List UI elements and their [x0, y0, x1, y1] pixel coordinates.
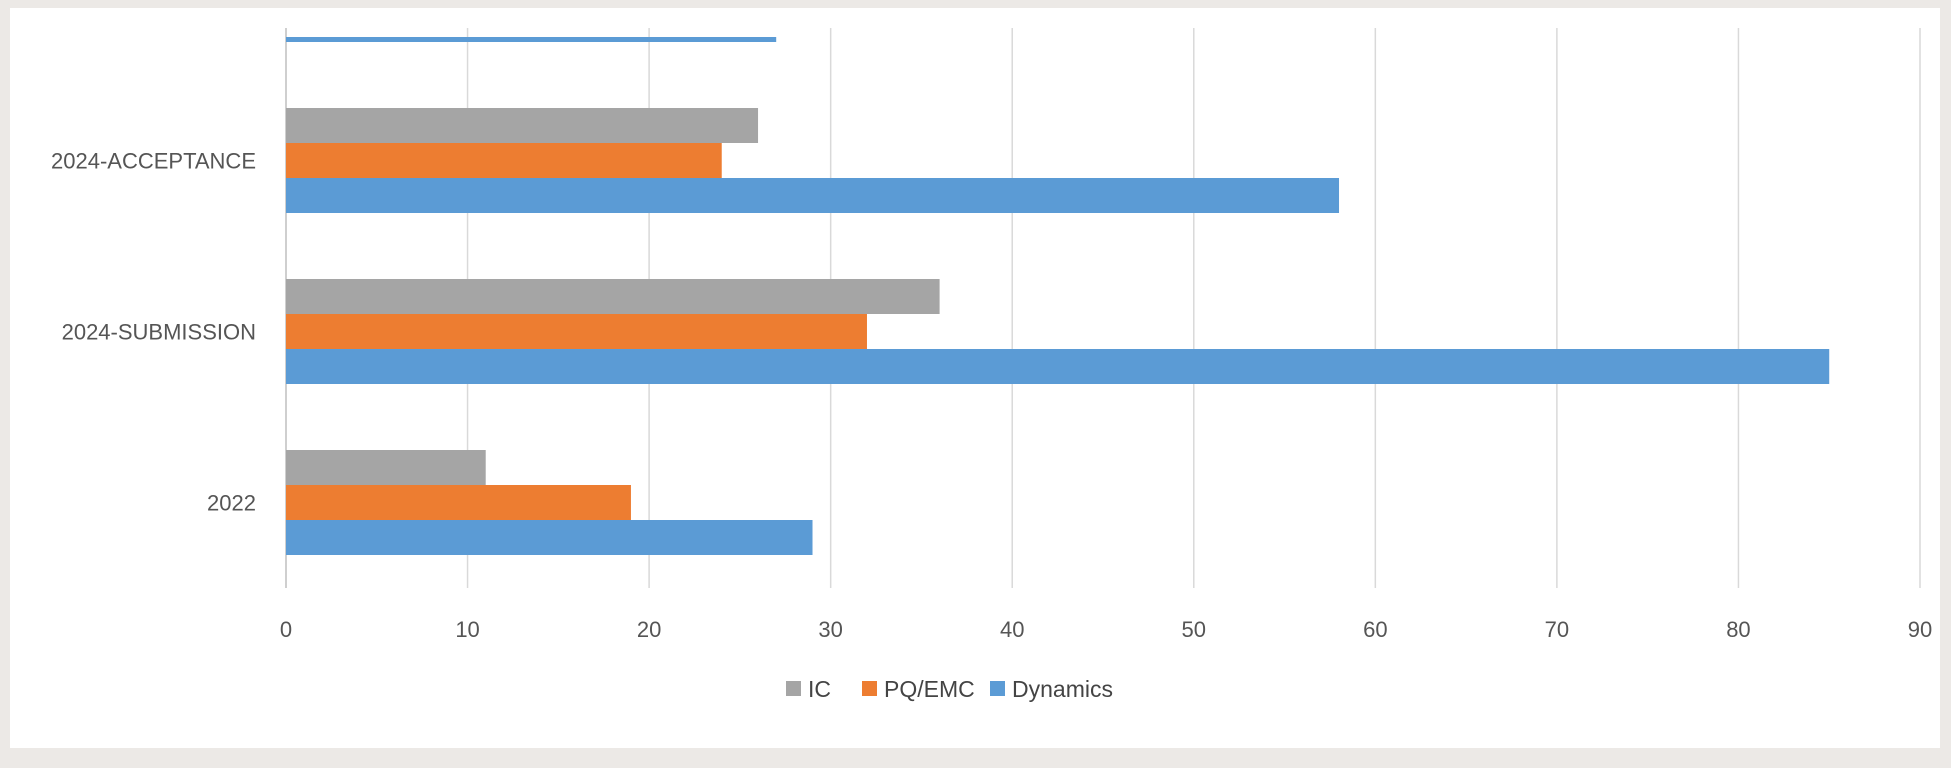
bar-dynamics-2024-submission — [286, 349, 1830, 384]
x-tick-40: 40 — [1000, 617, 1024, 642]
category-label-2024-acceptance: 2024-ACCEPTANCE — [51, 149, 256, 174]
legend-label-ic: IC — [808, 676, 831, 702]
x-tick-70: 70 — [1545, 617, 1569, 642]
category-label-2024-submission: 2024-SUBMISSION — [62, 320, 256, 345]
x-tick-10: 10 — [455, 617, 479, 642]
bar-ic-2022 — [286, 450, 486, 485]
category-labels: 2022 2024-SUBMISSION 2024-ACCEPTANCE — [51, 149, 256, 516]
bar-ic-2024-acceptance — [286, 108, 759, 143]
x-tick-0: 0 — [280, 617, 292, 642]
bar-pq-emc-2024-acceptance — [286, 143, 722, 178]
bar-ic-2024-submission — [286, 279, 940, 314]
legend-swatch-dynamics — [990, 681, 1005, 696]
x-tick-20: 20 — [637, 617, 661, 642]
legend: IC PQ/EMC Dynamics — [786, 676, 1113, 702]
bar-pq-emc-2024-submission — [286, 314, 867, 349]
bar-dynamics-2024-acceptance — [286, 178, 1340, 213]
x-tick-80: 80 — [1726, 617, 1750, 642]
bottom-band — [0, 748, 1951, 768]
legend-label-pq-emc: PQ/EMC — [884, 676, 975, 702]
bar-dynamics-2022 — [286, 520, 813, 555]
x-tick-30: 30 — [818, 617, 842, 642]
bars — [286, 37, 1830, 555]
legend-label-dynamics: Dynamics — [1012, 676, 1113, 702]
x-tick-labels: 0 10 20 30 40 50 60 70 80 90 — [280, 617, 1932, 642]
x-tick-50: 50 — [1182, 617, 1206, 642]
category-label-2022: 2022 — [207, 491, 256, 516]
legend-swatch-ic — [786, 681, 801, 696]
bar-partial-top — [286, 37, 777, 42]
legend-swatch-pq-emc — [862, 681, 877, 696]
x-tick-90: 90 — [1908, 617, 1932, 642]
bar-pq-emc-2022 — [286, 485, 631, 520]
x-tick-60: 60 — [1363, 617, 1387, 642]
